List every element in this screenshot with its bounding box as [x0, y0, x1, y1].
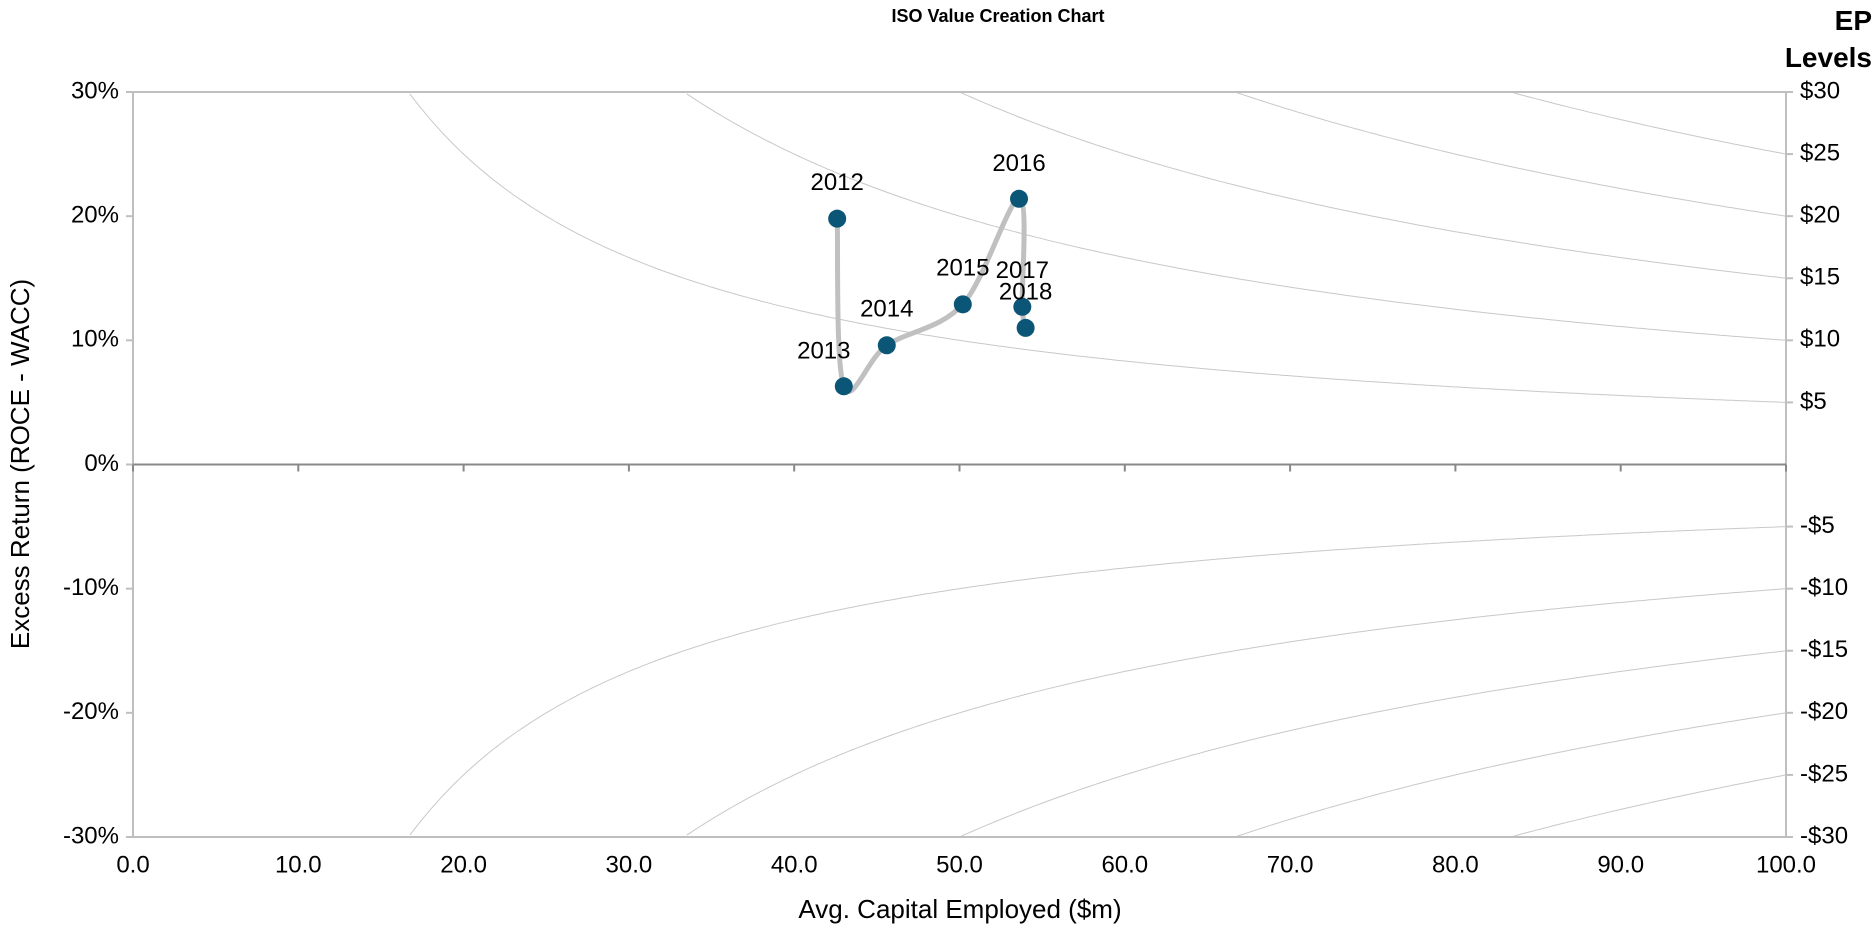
y2-tick-label: -$5 — [1800, 512, 1835, 539]
point-label: 2017 — [996, 257, 1049, 284]
x-tick-label: 60.0 — [1101, 851, 1148, 878]
point — [1013, 297, 1032, 316]
iso-curve — [1236, 712, 1787, 837]
iso-curve — [686, 93, 1787, 341]
x-tick-label: 90.0 — [1597, 851, 1644, 878]
x-axis-label: Avg. Capital Employed ($m) — [798, 894, 1121, 924]
y2-tick-label: -$10 — [1800, 574, 1848, 601]
point — [828, 209, 847, 228]
iso-curve — [409, 526, 1787, 836]
y2-tick-label: -$15 — [1800, 636, 1848, 663]
iso-curve — [959, 91, 1787, 279]
iso-curve — [686, 588, 1787, 836]
y-tick-label: 30% — [71, 77, 119, 104]
x-tick-label: 50.0 — [936, 851, 983, 878]
iso-curve — [1513, 774, 1787, 837]
y2-tick-label: -$25 — [1800, 760, 1848, 787]
y2-tick-label: $30 — [1800, 77, 1840, 104]
y2-tick-label: -$20 — [1800, 698, 1848, 725]
y-tick-label: -30% — [63, 822, 119, 849]
x-tick-label: 20.0 — [440, 851, 487, 878]
point-label: 2012 — [810, 169, 863, 196]
point — [834, 377, 853, 396]
point-label: 2015 — [936, 255, 989, 282]
y2-tick-label: $25 — [1800, 139, 1840, 166]
y-tick-label: 0% — [84, 450, 119, 477]
x-tick-label: 80.0 — [1432, 851, 1479, 878]
x-tick-label: 10.0 — [275, 851, 322, 878]
x-tick-label: 0.0 — [116, 851, 149, 878]
iso-curve — [409, 93, 1787, 403]
y-axis-label: Excess Return (ROCE - WACC) — [5, 279, 35, 649]
y2-tick-label: $15 — [1800, 264, 1840, 291]
point-label: 2014 — [860, 296, 913, 323]
point-label: 2016 — [992, 150, 1045, 177]
y2-tick-label: $10 — [1800, 326, 1840, 353]
iso-curve — [1513, 92, 1787, 155]
x-tick-label: 30.0 — [606, 851, 653, 878]
point-label: 2013 — [797, 338, 850, 365]
y2-tick-label: -$30 — [1800, 822, 1848, 849]
y2-tick-label: $20 — [1800, 202, 1840, 229]
y-tick-label: -10% — [63, 574, 119, 601]
x-tick-label: 40.0 — [771, 851, 818, 878]
point — [953, 295, 972, 314]
point — [1010, 189, 1029, 208]
x-tick-label: 70.0 — [1267, 851, 1314, 878]
iso-curve — [1236, 92, 1787, 217]
y2-tick-label: $5 — [1800, 388, 1827, 415]
y-tick-label: -20% — [63, 698, 119, 725]
point-label: 2018 — [999, 278, 1052, 305]
y-tick-label: 20% — [71, 202, 119, 229]
y-tick-label: 10% — [71, 326, 119, 353]
chart-title: ISO Value Creation Chart — [891, 6, 1104, 26]
y2-axis-label: EP Levels — [1784, 5, 1872, 73]
point — [877, 336, 896, 355]
iso-curve — [959, 650, 1787, 838]
point — [1016, 318, 1035, 337]
x-tick-label: 100.0 — [1756, 851, 1816, 878]
